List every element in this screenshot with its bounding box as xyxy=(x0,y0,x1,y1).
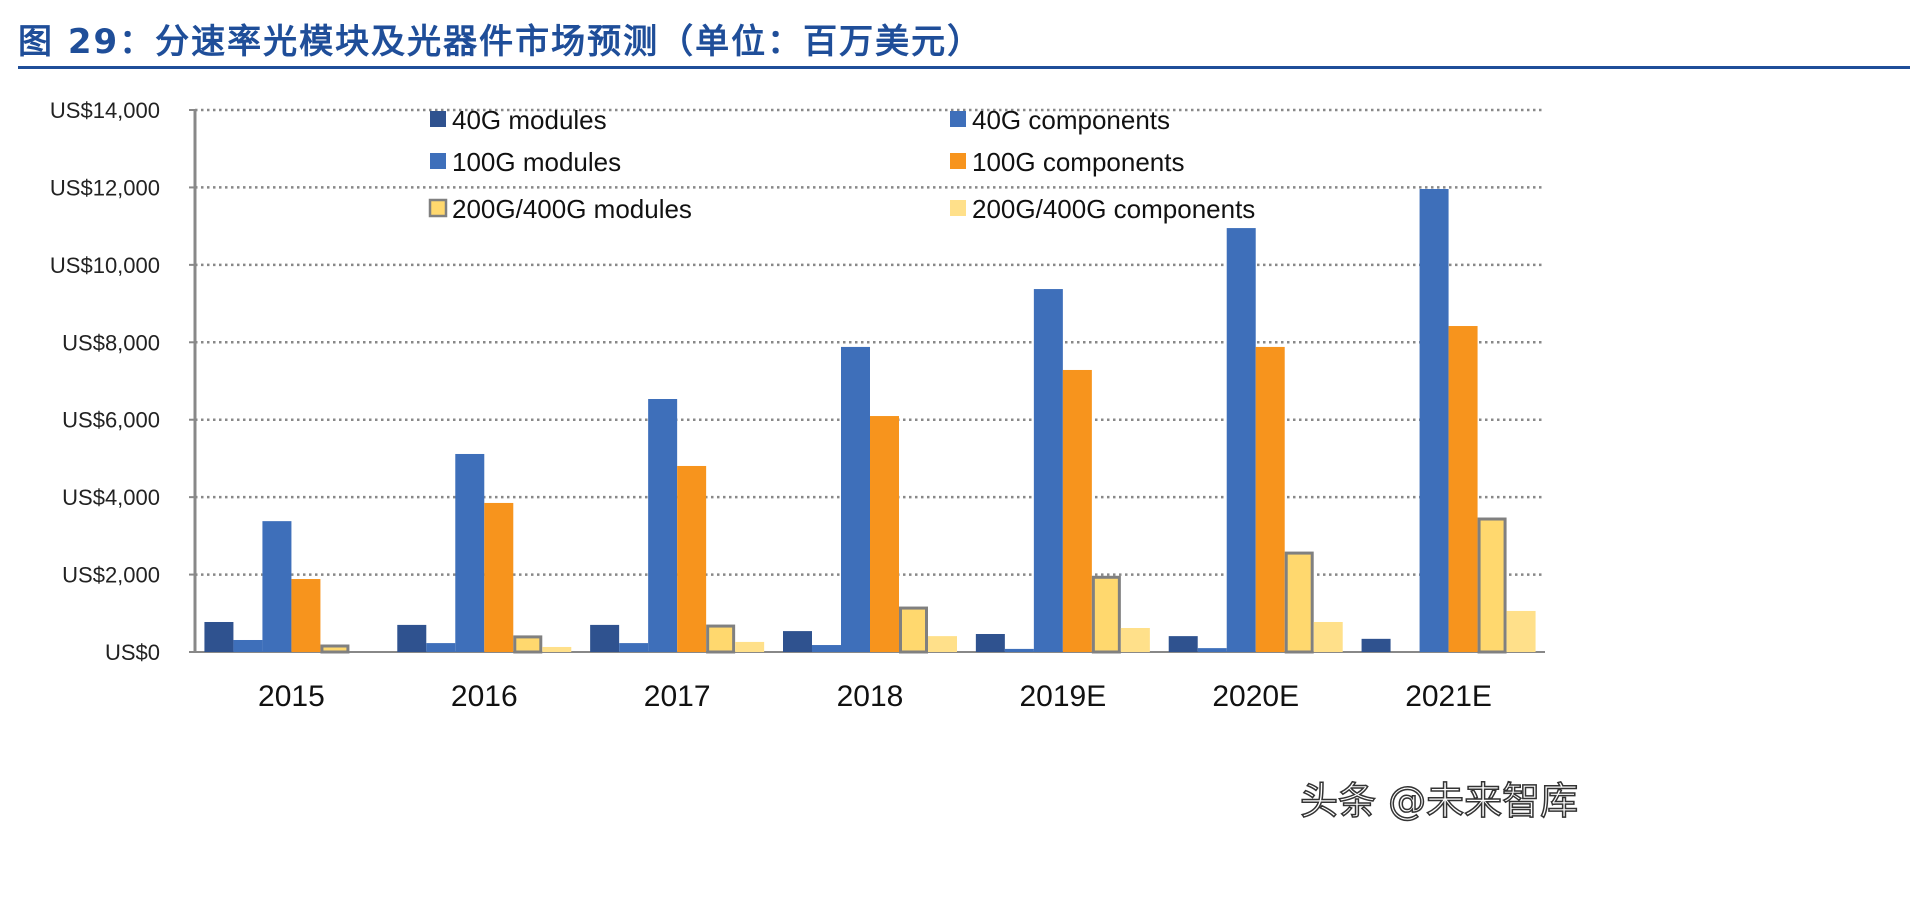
bar-40g-components xyxy=(233,639,263,652)
bar-40g-components xyxy=(619,643,649,652)
y-tick-label: US$6,000 xyxy=(62,408,160,433)
bar-100g-components xyxy=(1448,326,1478,652)
bar-100g-components xyxy=(484,502,514,652)
bar-100g-components xyxy=(1255,346,1285,652)
bar-100g-components xyxy=(291,579,321,652)
x-category-label: 2016 xyxy=(451,680,518,713)
figure-title: 图 29：分速率光模块及光器件市场预测（单位：百万美元） xyxy=(18,22,984,62)
y-tick-label: US$10,000 xyxy=(50,253,160,278)
bar-200g-400g-modules xyxy=(1284,551,1314,654)
title-divider xyxy=(18,66,1910,69)
bar-100g-modules xyxy=(1226,228,1256,653)
bar-40g-modules xyxy=(1361,638,1391,652)
bar-200g-400g-components xyxy=(1313,621,1343,652)
legend-label: 40G components xyxy=(972,105,1170,135)
bar-100g-modules xyxy=(841,346,870,652)
bar-40g-modules xyxy=(783,631,812,652)
bar-40g-modules xyxy=(397,624,427,652)
x-category-label: 2015 xyxy=(258,680,325,713)
x-category-label: 2018 xyxy=(837,680,904,713)
y-tick-label: US$4,000 xyxy=(62,485,160,510)
bar-40g-modules xyxy=(1168,636,1198,652)
x-category-label: 2017 xyxy=(644,680,711,713)
bar-100g-components xyxy=(677,465,707,652)
legend-swatch xyxy=(950,111,966,127)
y-tick-label: US$8,000 xyxy=(62,330,160,355)
y-tick-label: US$0 xyxy=(105,640,160,665)
y-tick-label: US$2,000 xyxy=(62,563,160,588)
bar-200g-400g-modules xyxy=(513,635,543,654)
legend-swatch xyxy=(950,153,966,169)
bar-200g-400g-components xyxy=(542,646,572,652)
bar-200g-400g-modules xyxy=(706,624,736,654)
bar-100g-modules xyxy=(1419,188,1449,652)
bar-100g-modules xyxy=(1033,289,1063,652)
x-category-label: 2019E xyxy=(1019,680,1106,713)
bar-40g-components xyxy=(812,645,841,652)
bar-100g-components xyxy=(870,416,899,652)
bar-40g-modules xyxy=(975,633,1005,652)
bar-40g-modules xyxy=(590,624,620,652)
bar-40g-modules xyxy=(204,621,234,652)
bar-200g-400g-modules xyxy=(1477,517,1507,654)
bar-200g-400g-components xyxy=(1120,627,1150,652)
bar-100g-modules xyxy=(262,521,292,652)
bar-200g-400g-components xyxy=(928,636,957,652)
y-tick-label: US$14,000 xyxy=(50,98,160,123)
watermark: 头条 @未来智库 xyxy=(1299,778,1579,824)
bar-200g-400g-components xyxy=(1506,610,1536,652)
legend-swatch xyxy=(430,111,446,127)
y-tick-label: US$12,000 xyxy=(50,175,160,200)
legend-label: 200G/400G modules xyxy=(452,194,692,224)
legend-label: 100G modules xyxy=(452,147,621,177)
x-category-label: 2020E xyxy=(1212,680,1299,713)
bar-100g-modules xyxy=(455,453,485,652)
bar-200g-400g-components xyxy=(735,641,765,652)
legend-swatch xyxy=(430,153,446,169)
x-category-label: 2021E xyxy=(1405,680,1492,713)
legend-label: 200G/400G components xyxy=(972,194,1255,224)
bar-200g-400g-modules xyxy=(1091,575,1121,654)
bar-100g-components xyxy=(1062,369,1092,652)
bar-40g-components xyxy=(1004,648,1034,652)
bar-100g-modules xyxy=(648,399,678,652)
legend-label: 100G components xyxy=(972,147,1184,177)
bar-200g-400g-modules xyxy=(320,644,350,654)
legend-label: 40G modules xyxy=(452,105,607,135)
bar-200g-400g-modules xyxy=(899,606,928,654)
bar-40g-components xyxy=(426,643,456,652)
bar-40g-components xyxy=(1197,648,1227,652)
legend-swatch xyxy=(428,198,448,218)
legend-swatch xyxy=(950,200,966,216)
